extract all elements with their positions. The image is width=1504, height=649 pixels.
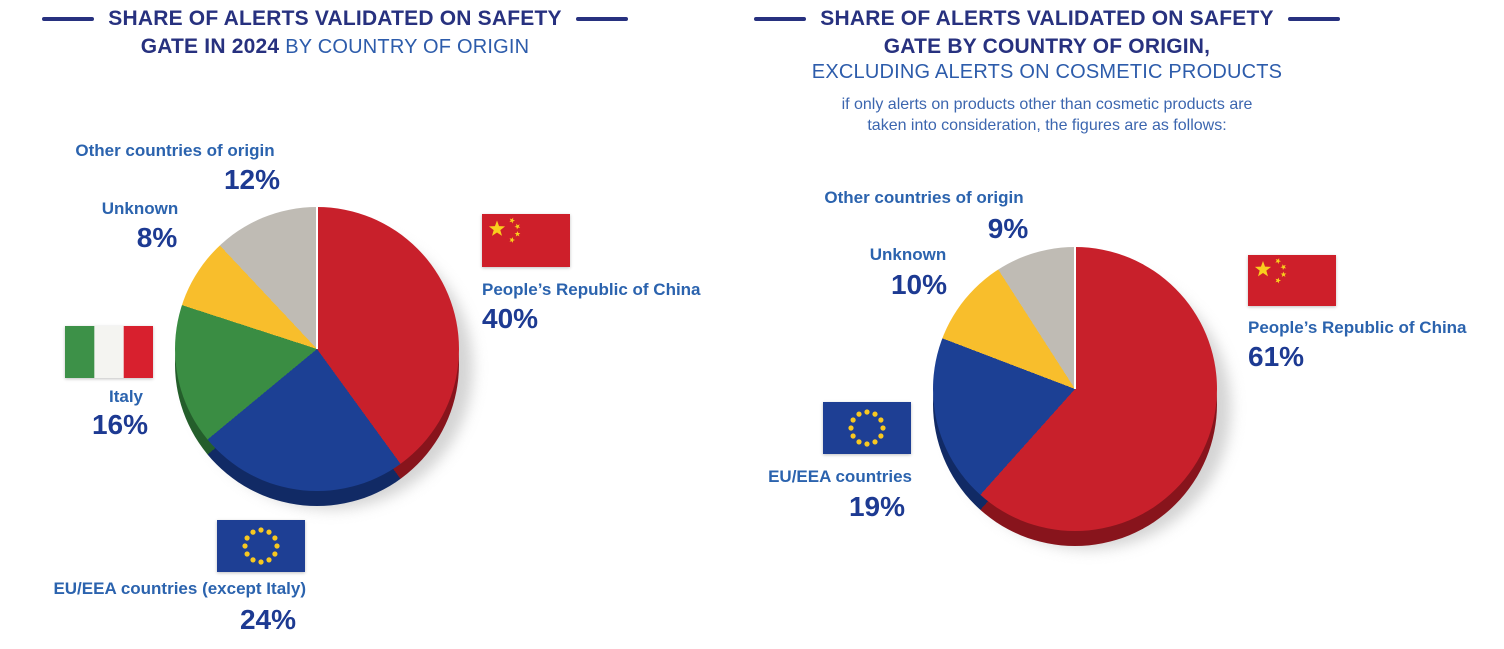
chart-right-subtitle: if only alerts on products other than co… bbox=[722, 94, 1372, 137]
china-flag-icon bbox=[482, 214, 570, 267]
pie-right-face bbox=[933, 247, 1217, 531]
chart-right-title-line3-light: EXCLUDING ALERTS ON COSMETIC PRODUCTS bbox=[811, 60, 1283, 83]
subtitle-line1: if only alerts on products other than co… bbox=[841, 95, 1253, 113]
slice-label-eu-eea: EU/EEA countries (except Italy) bbox=[53, 579, 306, 598]
chart-right-title: SHARE OF ALERTS VALIDATED ON SAFETY GATE… bbox=[722, 6, 1372, 137]
title-dash-left-icon bbox=[42, 17, 95, 22]
subtitle-line2: taken into consideration, the figures ar… bbox=[867, 117, 1227, 135]
eu-flag-icon bbox=[823, 402, 911, 454]
chart-right-title-line1: SHARE OF ALERTS VALIDATED ON SAFETY bbox=[820, 7, 1274, 30]
chart-left-title-line2-bold: GATE IN 2024 bbox=[140, 35, 280, 59]
title-dash-left-icon bbox=[754, 17, 807, 22]
slice-value-china: 40% bbox=[482, 303, 539, 334]
slice-value-other-countries: 12% bbox=[223, 164, 281, 195]
slice-value-eu-eea: 19% bbox=[848, 491, 906, 522]
slice-value-eu-eea: 24% bbox=[239, 604, 297, 635]
slice-value-china: 61% bbox=[1248, 341, 1305, 372]
pie-right-top-separator bbox=[1074, 247, 1076, 389]
pie-left-face bbox=[175, 207, 459, 491]
slice-label-unknown: Unknown bbox=[869, 245, 947, 264]
slice-label-other-countries: Other countries of origin bbox=[824, 188, 1024, 207]
slice-value-other-countries: 9% bbox=[987, 213, 1029, 244]
eu-flag-icon bbox=[217, 520, 305, 572]
slice-label-unknown: Unknown bbox=[101, 199, 179, 218]
slice-label-china: People’s Republic of China bbox=[482, 280, 701, 299]
pie-left-top-separator bbox=[316, 207, 318, 349]
chart-left-title-line1: SHARE OF ALERTS VALIDATED ON SAFETY bbox=[108, 7, 562, 30]
slice-label-china: People’s Republic of China bbox=[1248, 318, 1467, 337]
title-dash-right-icon bbox=[1287, 17, 1340, 22]
chart-right-title-line2-bold: GATE BY COUNTRY OF ORIGIN, bbox=[883, 35, 1211, 59]
italy-flag-icon bbox=[65, 326, 153, 378]
china-flag-icon bbox=[1248, 255, 1336, 306]
pie-chart-right bbox=[933, 247, 1231, 549]
pie-chart-left bbox=[175, 207, 473, 509]
slice-label-other-countries: Other countries of origin bbox=[75, 141, 275, 160]
slice-value-unknown: 10% bbox=[890, 269, 948, 300]
chart-left-title: SHARE OF ALERTS VALIDATED ON SAFETY GATE… bbox=[10, 6, 660, 61]
slice-value-unknown: 8% bbox=[136, 222, 178, 253]
slice-label-eu-eea: EU/EEA countries bbox=[768, 467, 912, 486]
title-dash-right-icon bbox=[575, 17, 628, 22]
chart-left-title-line2-light: BY COUNTRY OF ORIGIN bbox=[285, 36, 530, 59]
slice-label-italy: Italy bbox=[108, 387, 144, 406]
slice-value-italy: 16% bbox=[91, 409, 149, 440]
